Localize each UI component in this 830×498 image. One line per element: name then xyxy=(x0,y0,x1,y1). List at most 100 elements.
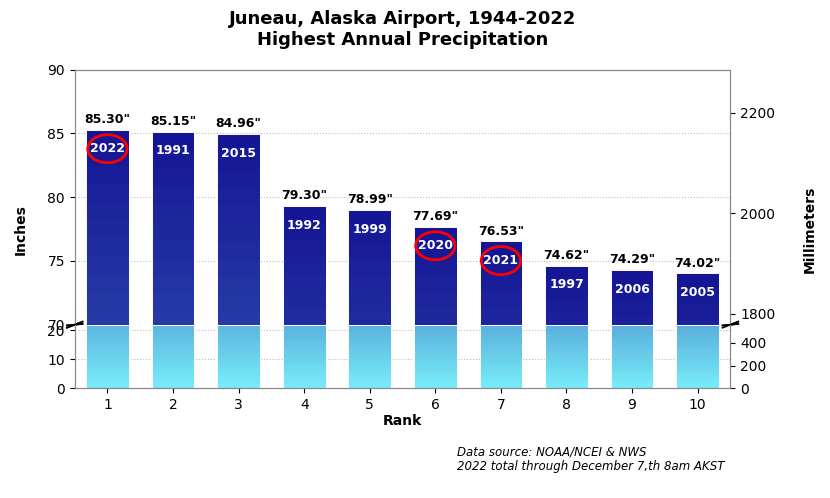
Bar xyxy=(349,381,391,384)
Bar xyxy=(217,278,260,296)
Bar xyxy=(86,331,129,335)
Bar xyxy=(349,377,391,381)
Bar xyxy=(217,343,260,348)
Bar xyxy=(152,327,194,331)
Bar xyxy=(611,356,653,360)
Bar xyxy=(414,276,457,293)
Bar xyxy=(217,325,260,327)
Bar xyxy=(349,358,391,362)
Bar xyxy=(414,362,457,366)
Bar xyxy=(480,333,522,337)
Bar xyxy=(480,341,522,344)
Bar xyxy=(545,377,588,381)
Bar xyxy=(217,376,260,380)
Bar xyxy=(414,374,457,377)
Bar xyxy=(349,325,391,388)
Bar xyxy=(86,239,129,256)
Bar xyxy=(86,202,129,220)
Bar xyxy=(480,355,522,359)
Bar xyxy=(283,370,325,373)
Bar xyxy=(349,339,391,343)
Bar xyxy=(414,384,457,388)
Bar xyxy=(152,360,194,364)
Bar xyxy=(676,325,719,388)
Bar xyxy=(480,359,522,363)
Bar xyxy=(217,372,260,376)
Bar xyxy=(152,384,194,388)
Bar xyxy=(152,325,194,327)
Bar xyxy=(349,325,391,327)
Bar xyxy=(414,259,457,276)
Text: 1999: 1999 xyxy=(353,223,387,236)
Bar xyxy=(217,134,260,152)
Text: 85.30": 85.30" xyxy=(85,113,130,126)
Bar xyxy=(611,342,653,346)
Bar xyxy=(414,325,457,328)
Bar xyxy=(545,282,588,297)
Bar xyxy=(152,186,194,204)
Bar xyxy=(86,148,129,166)
Bar xyxy=(86,325,129,388)
Bar xyxy=(86,380,129,384)
Bar xyxy=(676,273,719,325)
Bar xyxy=(349,354,391,358)
Text: 2006: 2006 xyxy=(614,283,650,296)
Bar xyxy=(480,329,522,333)
Bar xyxy=(480,242,522,257)
Bar xyxy=(414,377,457,381)
Bar xyxy=(414,370,457,374)
Bar xyxy=(86,352,129,356)
Bar xyxy=(611,381,653,385)
Bar xyxy=(480,385,522,388)
Bar xyxy=(676,321,719,325)
Bar xyxy=(545,297,588,313)
Bar xyxy=(545,325,588,388)
Bar xyxy=(480,257,522,274)
Bar xyxy=(611,317,653,325)
Bar xyxy=(611,364,653,367)
Bar xyxy=(414,347,457,351)
Bar xyxy=(414,325,457,388)
Bar xyxy=(414,293,457,309)
Bar xyxy=(611,349,653,353)
Bar xyxy=(349,384,391,388)
Text: 2020: 2020 xyxy=(417,239,453,252)
Bar xyxy=(152,204,194,222)
Bar xyxy=(86,384,129,388)
Bar xyxy=(676,371,719,374)
Bar xyxy=(414,332,457,336)
Bar xyxy=(217,380,260,384)
Bar xyxy=(152,347,194,352)
Text: Rank: Rank xyxy=(383,414,422,428)
Bar xyxy=(414,359,457,362)
Bar xyxy=(414,344,457,347)
Bar xyxy=(217,170,260,188)
Bar xyxy=(414,355,457,359)
Bar xyxy=(283,366,325,370)
Bar xyxy=(86,343,129,347)
Bar xyxy=(611,353,653,356)
Bar xyxy=(217,327,260,331)
Text: Data source: NOAA/NCEI & NWS
2022 total through December 7,th 8am AKST: Data source: NOAA/NCEI & NWS 2022 total … xyxy=(457,445,724,473)
Bar xyxy=(283,324,325,325)
Bar xyxy=(217,352,260,356)
Bar xyxy=(283,307,325,324)
Bar xyxy=(283,206,325,325)
Bar xyxy=(152,335,194,339)
Bar xyxy=(86,347,129,352)
Bar xyxy=(217,296,260,315)
Bar xyxy=(349,350,391,354)
Bar xyxy=(86,129,129,148)
Bar xyxy=(283,325,325,327)
Bar xyxy=(283,354,325,358)
Bar xyxy=(283,373,325,377)
Bar xyxy=(86,274,129,293)
Text: 2021: 2021 xyxy=(483,254,519,267)
Bar xyxy=(480,366,522,370)
Bar xyxy=(349,335,391,339)
Bar xyxy=(152,356,194,360)
Bar xyxy=(414,227,457,325)
Bar xyxy=(283,331,325,335)
Bar xyxy=(86,364,129,368)
Bar xyxy=(217,315,260,325)
